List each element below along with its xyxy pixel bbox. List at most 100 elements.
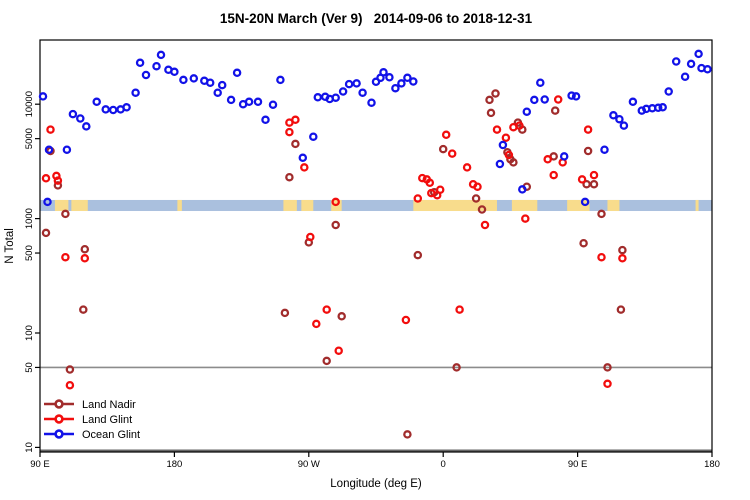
land-patch <box>413 199 497 212</box>
data-point <box>253 97 263 107</box>
x-tick-label: 90 E <box>30 459 50 470</box>
land-patch <box>301 199 314 212</box>
data-point <box>540 95 549 104</box>
y-tick-label: 500 <box>24 245 35 261</box>
data-point <box>619 121 629 130</box>
data-point <box>226 95 236 105</box>
data-point <box>473 182 482 191</box>
x-tick-label: 0 <box>441 459 446 470</box>
data-point <box>300 163 309 172</box>
data-point <box>618 245 627 255</box>
data-point <box>609 111 618 120</box>
data-point <box>582 179 591 189</box>
data-point <box>391 83 400 93</box>
data-point <box>397 79 406 88</box>
data-point <box>309 132 318 141</box>
data-point <box>385 73 394 82</box>
data-points <box>38 49 712 439</box>
data-point <box>409 77 418 86</box>
data-point <box>65 380 75 390</box>
data-point <box>306 232 315 242</box>
data-point <box>498 140 508 150</box>
y-tick-label: 5000 <box>24 128 35 149</box>
data-point <box>471 194 481 203</box>
data-point <box>579 238 588 248</box>
data-point <box>418 173 427 183</box>
data-point <box>298 153 308 163</box>
legend-marker <box>54 399 64 409</box>
data-point <box>603 363 612 372</box>
data-point <box>504 150 514 160</box>
data-point <box>312 319 321 329</box>
data-point <box>543 155 552 164</box>
data-point <box>232 68 242 78</box>
data-point <box>179 75 188 85</box>
data-point <box>276 75 285 85</box>
data-point <box>413 194 423 203</box>
data-point <box>477 205 487 214</box>
data-point <box>291 115 300 125</box>
data-point <box>322 305 331 314</box>
land-patch <box>567 199 590 212</box>
data-point <box>331 220 340 230</box>
data-point <box>653 103 663 113</box>
data-point <box>379 68 388 77</box>
y-tick-label: 50 <box>24 362 35 373</box>
data-point <box>131 88 140 97</box>
data-point <box>337 312 346 321</box>
land-patch <box>695 199 699 212</box>
legend-label: Ocean Glint <box>82 429 140 441</box>
data-point <box>664 87 673 96</box>
data-point <box>486 108 496 118</box>
data-point <box>583 146 593 156</box>
data-point <box>485 95 494 105</box>
data-point <box>76 114 85 123</box>
y-tick-label: 10000 <box>24 91 35 117</box>
data-point <box>694 49 703 59</box>
data-point <box>567 91 576 100</box>
legend-marker <box>54 414 64 424</box>
legend: Land Nadir Land Glint Ocean Glint <box>44 399 140 441</box>
data-point <box>462 163 472 172</box>
data-point <box>455 305 464 314</box>
data-point <box>452 363 461 372</box>
reference-lines <box>40 366 712 453</box>
land-patch <box>71 199 88 212</box>
data-point <box>80 254 90 263</box>
data-point <box>589 170 599 180</box>
data-point <box>577 175 587 184</box>
y-tick-label: 1000 <box>24 208 35 229</box>
data-point <box>597 252 606 262</box>
data-point <box>65 365 75 374</box>
data-point <box>671 57 681 66</box>
axis-ticks: 90 E 180 90 W 0 90 E 180 10 50 100 500 1000 5000 100… <box>24 91 720 470</box>
data-point <box>285 172 294 182</box>
x-tick-label: 90 W <box>298 459 320 470</box>
data-point <box>628 97 638 107</box>
land-ocean-band <box>40 199 712 212</box>
data-point <box>205 78 215 87</box>
data-point <box>515 121 524 130</box>
data-point <box>480 220 490 230</box>
x-tick-label: 90 E <box>568 459 588 470</box>
data-point <box>285 127 294 137</box>
data-point <box>53 176 63 185</box>
data-point <box>141 70 151 80</box>
data-point <box>331 197 340 207</box>
data-point <box>616 305 626 314</box>
data-point <box>152 61 161 71</box>
data-point <box>536 78 545 87</box>
data-point <box>495 159 505 169</box>
data-point <box>268 100 278 109</box>
data-point <box>338 87 348 96</box>
legend-marker <box>54 429 64 439</box>
data-point <box>530 95 539 105</box>
data-point <box>425 178 435 187</box>
data-point <box>108 105 118 115</box>
data-point <box>491 89 500 98</box>
data-point <box>518 185 527 194</box>
data-point <box>61 209 70 219</box>
data-point <box>101 105 110 114</box>
